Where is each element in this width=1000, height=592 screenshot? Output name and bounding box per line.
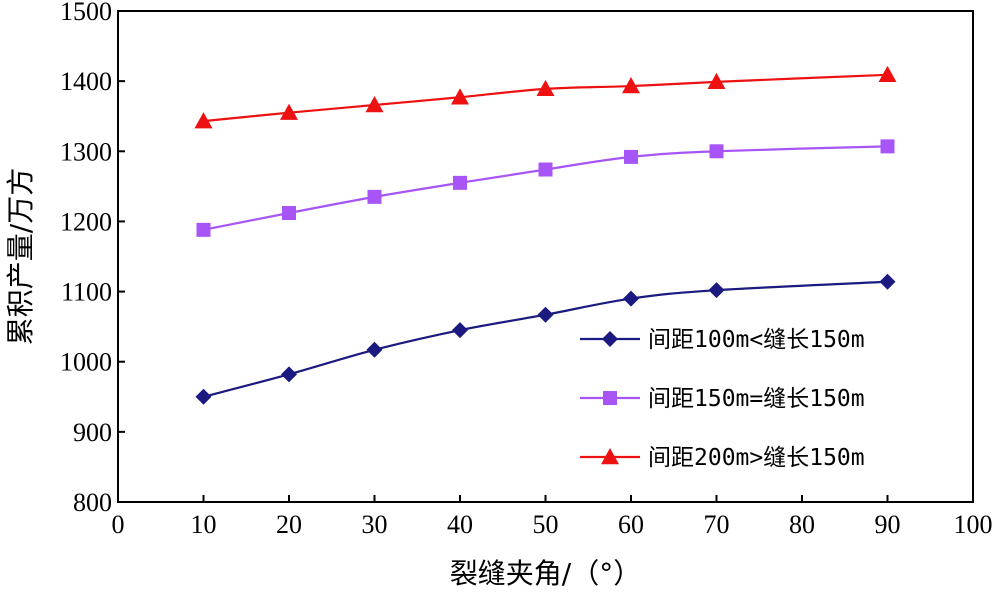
x-tick-label: 80 <box>789 510 815 539</box>
y-tick-label: 1400 <box>60 67 112 96</box>
data-point <box>196 222 211 237</box>
series-line <box>203 145 888 231</box>
x-axis-title: 裂缝夹角/（°） <box>450 557 641 590</box>
data-point <box>878 65 897 83</box>
y-tick-label: 1500 <box>60 0 112 26</box>
data-point <box>537 306 554 323</box>
x-tick-label: 10 <box>191 510 217 539</box>
x-tick-label: 30 <box>362 510 388 539</box>
legend-marker <box>602 331 618 347</box>
data-point <box>880 139 895 154</box>
tick-marks: 0 10 20 30 40 50 60 70 80 90 100 800 900 1000 1100 1200… <box>60 0 993 539</box>
y-tick-label: 1300 <box>60 137 112 166</box>
y-tick-label: 900 <box>73 418 112 447</box>
y-tick-label: 1100 <box>61 278 112 307</box>
data-point <box>623 290 639 307</box>
data-point <box>536 79 555 97</box>
data-point <box>194 112 213 129</box>
data-point <box>366 341 383 358</box>
x-tick-label: 20 <box>276 510 302 539</box>
x-tick-label: 0 <box>112 510 125 539</box>
y-tick-label: 1200 <box>60 207 112 236</box>
data-point <box>453 175 467 190</box>
data-point <box>879 273 896 290</box>
y-axis-title: 累积产量/万方 <box>4 168 37 345</box>
data-point <box>624 149 638 164</box>
data-point <box>365 95 384 113</box>
x-tick-label: 50 <box>533 510 559 539</box>
y-tick-label: 1000 <box>60 348 112 377</box>
data-point <box>282 206 296 221</box>
data-point <box>451 88 469 105</box>
data-point <box>709 144 724 159</box>
x-tick-label: 70 <box>704 510 730 539</box>
data-point <box>280 103 298 120</box>
data-point <box>538 162 553 177</box>
y-tick-label: 800 <box>73 488 112 517</box>
data-point <box>281 366 297 383</box>
legend-marker <box>603 391 617 405</box>
legend-item: 间距200m>缝长150m <box>580 445 865 471</box>
legend-label: 间距150m=缝长150m <box>648 386 865 412</box>
data-point <box>452 322 468 339</box>
series-triangle <box>194 65 897 129</box>
x-tick-label: 90 <box>875 510 901 539</box>
x-tick-label: 40 <box>447 510 473 539</box>
legend-item: 间距150m=缝长150m <box>580 386 865 412</box>
x-tick-label: 60 <box>618 510 644 539</box>
data-point <box>707 72 726 90</box>
series-diamond <box>195 273 896 405</box>
series-layer <box>194 65 897 405</box>
x-tick-label: 100 <box>954 510 993 539</box>
legend-label: 间距200m>缝长150m <box>648 445 865 471</box>
legend: 间距100m<缝长150m 间距150m=缝长150m 间距200m>缝长150m <box>580 327 865 471</box>
series-square <box>196 139 895 237</box>
data-point <box>708 282 725 299</box>
legend-marker <box>601 448 619 465</box>
data-point <box>195 388 212 405</box>
data-point <box>367 189 382 204</box>
legend-label: 间距100m<缝长150m <box>648 327 865 353</box>
legend-item: 间距100m<缝长150m <box>580 327 865 353</box>
data-point <box>622 77 640 94</box>
